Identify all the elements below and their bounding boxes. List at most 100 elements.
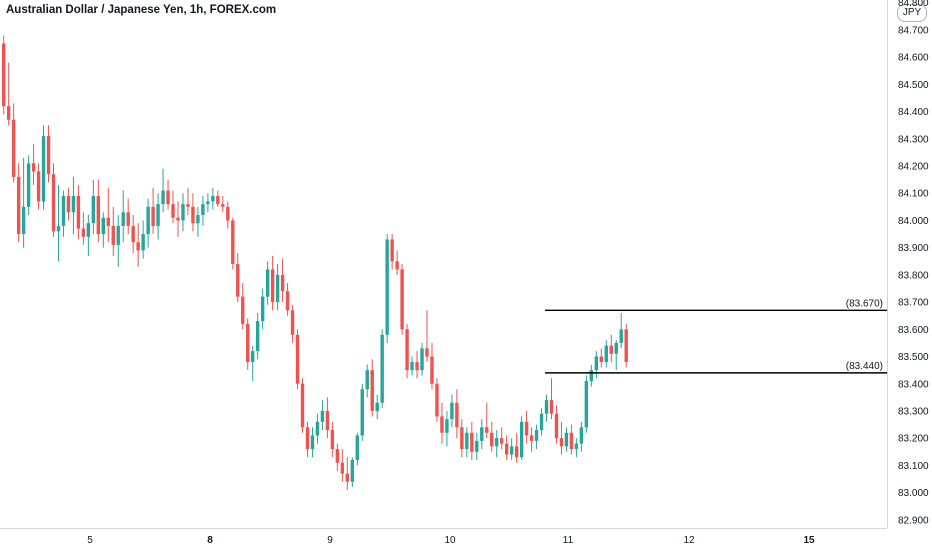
candle-body [460, 427, 464, 450]
candle-body [614, 342, 618, 354]
price-tick-label: 83.500 [898, 352, 929, 363]
candle-body [524, 421, 529, 436]
candle-body [161, 190, 165, 205]
candle-body [375, 402, 379, 411]
price-tick-label: 84.000 [898, 216, 929, 227]
candle-body [265, 269, 270, 297]
candle-body [554, 413, 559, 439]
candle-body [211, 195, 215, 202]
candle-body [166, 190, 170, 205]
price-tick-label: 83.600 [898, 325, 929, 336]
price-tick-label: 83.000 [898, 488, 929, 499]
candle-body [624, 329, 628, 362]
candle-body [6, 106, 11, 120]
candle-body [11, 119, 16, 177]
time-tick-label: 11 [563, 535, 574, 546]
candle-body [519, 421, 524, 458]
candle-body [305, 427, 310, 450]
candle-body [186, 204, 190, 207]
price-tick-label: 84.600 [898, 53, 929, 64]
candle-body [310, 435, 315, 450]
candle-body [251, 351, 255, 362]
candle-body [425, 348, 429, 357]
price-tick-label: 84.800 [898, 0, 929, 9]
candle-body [201, 204, 205, 216]
candle-body [514, 446, 519, 458]
candle-body [156, 204, 160, 226]
candle-body [106, 217, 110, 226]
candle-body [475, 440, 479, 452]
candle-body [430, 356, 434, 384]
candle-body [455, 402, 459, 428]
candle-body [569, 432, 574, 450]
candle-body [101, 217, 105, 235]
level-label: (83.670) [846, 298, 883, 309]
candles-layer [2, 35, 628, 490]
candle-body [26, 163, 31, 207]
candle-body [360, 389, 364, 436]
price-tick-label: 84.500 [898, 80, 929, 91]
time-tick-label: 9 [327, 535, 333, 546]
candle-body [181, 204, 185, 221]
candle-body [539, 413, 544, 431]
candle-body [51, 174, 56, 232]
candle-body [315, 421, 320, 436]
candle-body [609, 345, 613, 354]
candle-body [285, 291, 290, 311]
candle-body [56, 225, 61, 232]
candle-body [151, 206, 155, 226]
candle-body [340, 462, 345, 474]
candle-body [16, 176, 21, 235]
candle-body [21, 206, 26, 235]
currency-badge[interactable]: JPY [897, 4, 927, 22]
price-tick-label: 84.700 [898, 25, 929, 36]
candle-body [385, 239, 389, 335]
candle-body [395, 261, 399, 270]
candle-body [400, 269, 404, 330]
candle-body [171, 204, 175, 218]
candle-body [450, 402, 454, 420]
candle-body [131, 225, 135, 243]
candle-body [619, 329, 623, 343]
candle-body [544, 400, 549, 414]
candle-body [574, 443, 579, 450]
price-tick-label: 82.900 [898, 515, 929, 526]
candle-body [480, 427, 484, 441]
candle-body [330, 430, 335, 450]
candle-body [390, 239, 394, 262]
candle-body [549, 400, 554, 414]
candle-body [275, 274, 280, 303]
price-tick-label: 84.300 [898, 134, 929, 145]
candle-body [589, 370, 594, 382]
candle-body [126, 212, 130, 226]
candle-body [46, 136, 51, 175]
time-tick-label: 15 [803, 535, 815, 546]
time-tick-label: 5 [87, 535, 93, 546]
candle-body [465, 432, 469, 450]
candle-body [485, 427, 489, 433]
candle-body [335, 449, 340, 463]
candle-body [500, 438, 504, 444]
candle-body [61, 195, 66, 226]
price-tick-label: 83.700 [898, 298, 929, 309]
candle-body [559, 438, 564, 447]
time-tick-label: 12 [683, 535, 695, 546]
candle-body [86, 223, 91, 237]
candle-body [280, 274, 285, 292]
candle-body [509, 446, 514, 455]
candle-body [599, 356, 603, 362]
candle-body [420, 348, 424, 371]
candle-body [71, 195, 76, 213]
candle-body [534, 430, 539, 441]
candle-body [584, 381, 589, 428]
candle-body [529, 435, 534, 441]
candle-body [81, 228, 86, 237]
candle-body [290, 310, 295, 335]
price-tick-label: 83.800 [898, 270, 929, 281]
candle-body [604, 345, 608, 362]
candle-body [136, 242, 140, 251]
candle-body [221, 204, 225, 207]
candle-body [226, 206, 230, 221]
candle-body [206, 201, 210, 205]
